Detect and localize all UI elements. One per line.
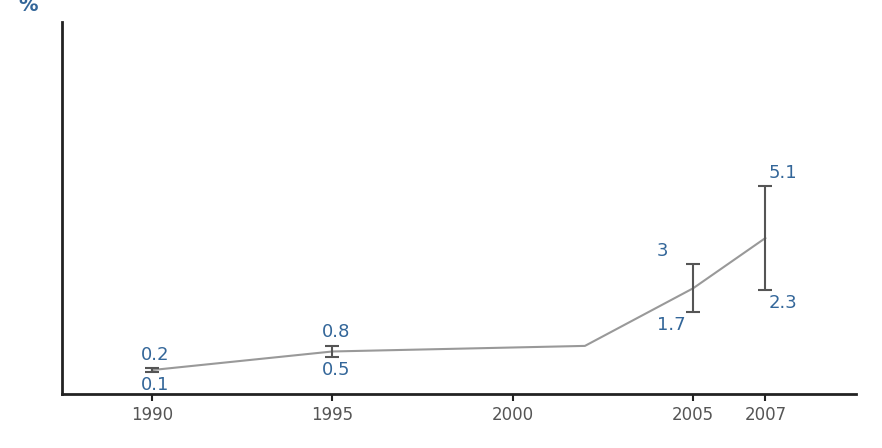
Text: 1.7: 1.7 [657,316,685,334]
Text: 5.1: 5.1 [769,164,797,181]
Text: 0.2: 0.2 [141,346,169,364]
Text: 0.5: 0.5 [322,361,350,379]
Text: 0.1: 0.1 [141,375,169,394]
Text: 3: 3 [657,241,669,260]
Text: 2.3: 2.3 [769,294,797,312]
Text: %: % [19,0,38,15]
Text: 0.8: 0.8 [322,323,350,341]
